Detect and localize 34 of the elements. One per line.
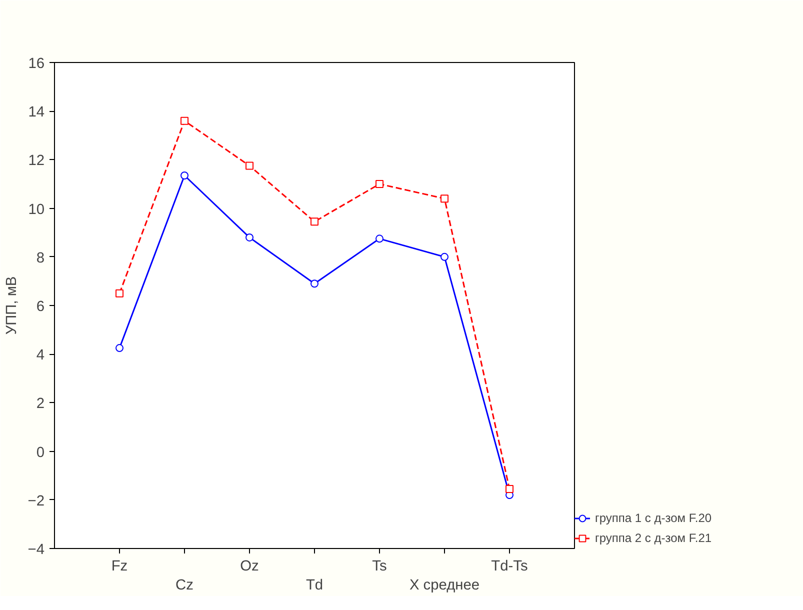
x-tick-label: Oz <box>240 558 259 574</box>
point <box>310 218 318 226</box>
y-tick-label: 14 <box>28 104 45 121</box>
y-tick-label: 12 <box>28 153 45 170</box>
y-tick-label: 6 <box>36 299 45 315</box>
y-tick-label: 0 <box>36 444 45 461</box>
point <box>116 344 124 352</box>
point <box>376 234 384 243</box>
y-tick-label: 4 <box>36 348 45 364</box>
y-tick-label: 8 <box>36 250 45 266</box>
y-axis-title: УПП, мВ <box>4 276 20 335</box>
point <box>506 484 514 493</box>
legend-label: группа 1 с д-зом F.20 <box>595 511 712 525</box>
y-tick-label: 10 <box>28 202 45 218</box>
legend-label: группа 2 с д-зом F.21 <box>595 531 712 545</box>
point <box>246 233 254 242</box>
point <box>376 180 384 188</box>
y-tick-label: 16 <box>28 56 45 72</box>
point <box>440 194 448 203</box>
point <box>180 172 188 180</box>
point <box>246 162 254 170</box>
x-tick-label: Td-Ts <box>491 558 528 574</box>
x-tick-label: Ts <box>372 558 387 574</box>
x-tick-label: Cz <box>176 578 194 594</box>
x-tick-label: X среднее <box>409 578 480 594</box>
x-tick-label: Td <box>306 578 324 594</box>
point <box>440 252 448 261</box>
point <box>180 116 188 125</box>
y-tick-label: −4 <box>28 542 45 558</box>
point <box>116 289 124 298</box>
y-tick-label: −2 <box>28 493 45 510</box>
x-tick-label: Fz <box>111 558 128 574</box>
y-tick-label: 2 <box>36 396 45 412</box>
point <box>310 280 318 288</box>
